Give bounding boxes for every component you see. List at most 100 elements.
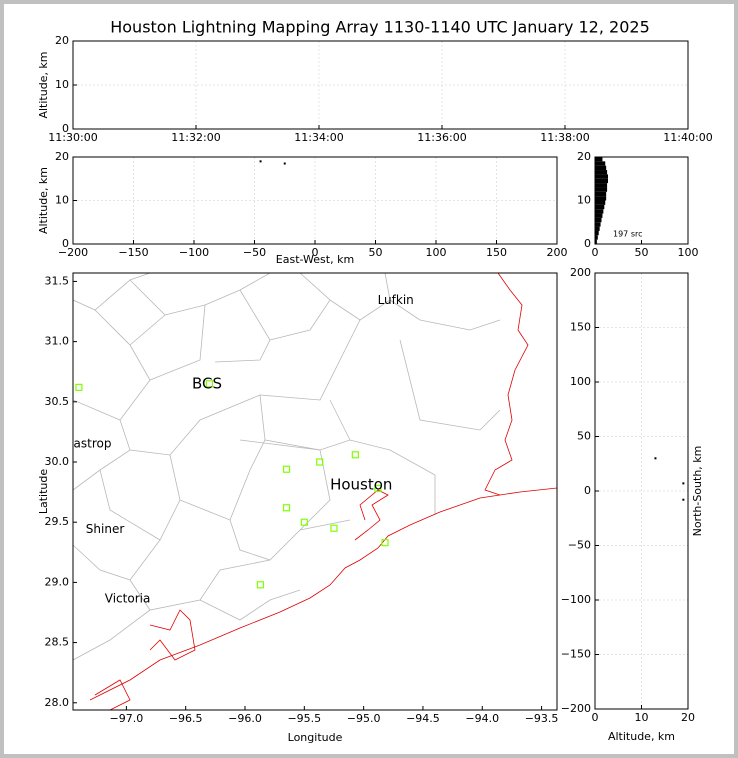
histogram-bar <box>595 165 607 171</box>
x-tick-label: 11:38:00 <box>540 131 589 144</box>
histogram-bar <box>595 213 603 218</box>
y-tick-label: 20 <box>577 150 591 163</box>
x-tick-label: 200 <box>547 246 568 259</box>
y-tick-label: 28.5 <box>45 636 70 649</box>
x-tick-label: 0 <box>312 246 319 259</box>
x-axis-label: Altitude, km <box>608 730 675 743</box>
station <box>75 383 83 391</box>
y-tick-label: 31.5 <box>45 274 70 287</box>
x-tick-label: −95.5 <box>287 712 321 725</box>
station <box>351 451 359 459</box>
y-axis-label: North-South, km <box>691 446 704 537</box>
histogram-bar <box>595 183 608 188</box>
station <box>374 484 382 493</box>
histogram-bar <box>595 222 601 227</box>
station <box>282 504 291 512</box>
x-tick-label: 20 <box>681 711 695 724</box>
station <box>282 465 291 473</box>
source-point <box>283 162 286 165</box>
y-tick-label: −200 <box>561 702 591 715</box>
histogram-bar <box>595 187 608 192</box>
chart-title: Houston Lightning Mapping Array 1130-114… <box>110 18 650 37</box>
histogram-bar <box>595 209 604 214</box>
y-tick-label: 10 <box>55 194 69 207</box>
plot-frame <box>594 272 689 710</box>
y-tick-label: 200 <box>570 266 591 279</box>
city-label: Houston <box>330 475 392 493</box>
y-axis-label: Latitude <box>37 469 50 515</box>
x-tick-label: −93.5 <box>525 712 559 725</box>
y-axis-label: Altitude, km <box>37 167 50 234</box>
histogram-bar <box>595 235 598 240</box>
histogram-bar <box>595 217 602 223</box>
histogram-bar <box>595 230 599 236</box>
x-tick-label: 11:36:00 <box>417 131 466 144</box>
station <box>256 581 265 589</box>
plot-frame <box>72 156 558 245</box>
station <box>381 539 389 547</box>
x-tick-label: 11:30:00 <box>48 131 97 144</box>
x-tick-label: −94.5 <box>406 712 440 725</box>
annotation: 197 src <box>613 230 643 239</box>
city-label: Bastrop <box>65 436 111 450</box>
histogram-bar <box>595 157 603 162</box>
y-tick-label: 10 <box>577 194 591 207</box>
source-point <box>682 482 685 485</box>
source-point <box>259 160 262 163</box>
x-tick-label: 11:32:00 <box>171 131 220 144</box>
x-tick-label: −96.5 <box>169 712 203 725</box>
station <box>300 518 308 526</box>
y-tick-label: 0 <box>584 484 591 497</box>
y-tick-label: 31.0 <box>45 335 70 348</box>
y-tick-label: 30.0 <box>45 455 70 468</box>
x-tick-label: 100 <box>678 246 699 259</box>
y-tick-label: 29.0 <box>45 575 70 588</box>
city-label: Waco <box>92 262 124 276</box>
city-label: BCS <box>192 374 222 392</box>
x-tick-label: −100 <box>179 246 209 259</box>
histogram-bar <box>595 174 609 179</box>
histogram-bar <box>595 204 605 210</box>
y-tick-label: 0 <box>62 237 69 250</box>
y-tick-label: 30.5 <box>45 395 70 408</box>
x-tick-label: 10 <box>635 711 649 724</box>
x-tick-label: 100 <box>426 246 447 259</box>
y-tick-label: 50 <box>577 430 591 443</box>
x-tick-label: 50 <box>635 246 649 259</box>
x-tick-label: −95.0 <box>347 712 381 725</box>
histogram-bar <box>595 200 606 205</box>
histogram-bar <box>595 191 607 197</box>
y-tick-label: 0 <box>584 237 591 250</box>
plot-frame <box>72 40 689 130</box>
y-tick-label: 20 <box>55 34 69 47</box>
source-point <box>654 457 657 460</box>
x-tick-label: 0 <box>592 711 599 724</box>
station <box>316 458 324 466</box>
basemap <box>73 273 557 710</box>
y-tick-label: 20 <box>55 150 69 163</box>
city-label: Victoria <box>105 592 151 606</box>
source-point <box>682 498 685 501</box>
y-tick-label: 0 <box>62 122 69 135</box>
x-tick-label: −97.0 <box>110 712 144 725</box>
plot-frame <box>72 272 558 711</box>
x-tick-label: −200 <box>58 246 88 259</box>
histogram-bar <box>595 196 607 201</box>
x-tick-label: −50 <box>243 246 266 259</box>
y-axis-label: Altitude, km <box>37 51 50 118</box>
x-tick-label: 50 <box>369 246 383 259</box>
x-tick-label: −150 <box>118 246 148 259</box>
x-axis-label: East-West, km <box>276 253 354 266</box>
city-label: Shiner <box>86 522 125 536</box>
histogram-bar <box>595 239 597 244</box>
y-tick-label: 10 <box>55 78 69 91</box>
y-tick-label: 29.5 <box>45 515 70 528</box>
histogram-bar <box>595 161 606 166</box>
x-tick-label: −94.0 <box>465 712 499 725</box>
x-tick-label: 11:34:00 <box>294 131 343 144</box>
x-axis-label: Longitude <box>288 731 343 744</box>
y-tick-label: 100 <box>570 375 591 388</box>
station <box>205 380 214 388</box>
histogram-bar <box>595 226 600 231</box>
